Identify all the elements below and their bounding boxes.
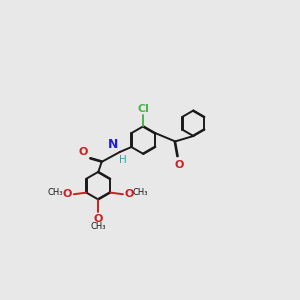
Text: O: O (63, 189, 72, 199)
Text: Cl: Cl (137, 104, 149, 114)
Text: H: H (118, 155, 126, 165)
Text: O: O (175, 160, 184, 170)
Text: CH₃: CH₃ (91, 222, 106, 231)
Text: CH₃: CH₃ (48, 188, 63, 197)
Text: N: N (107, 138, 118, 151)
Text: O: O (78, 147, 88, 157)
Text: O: O (94, 214, 103, 224)
Text: CH₃: CH₃ (133, 188, 148, 197)
Text: O: O (124, 189, 134, 199)
